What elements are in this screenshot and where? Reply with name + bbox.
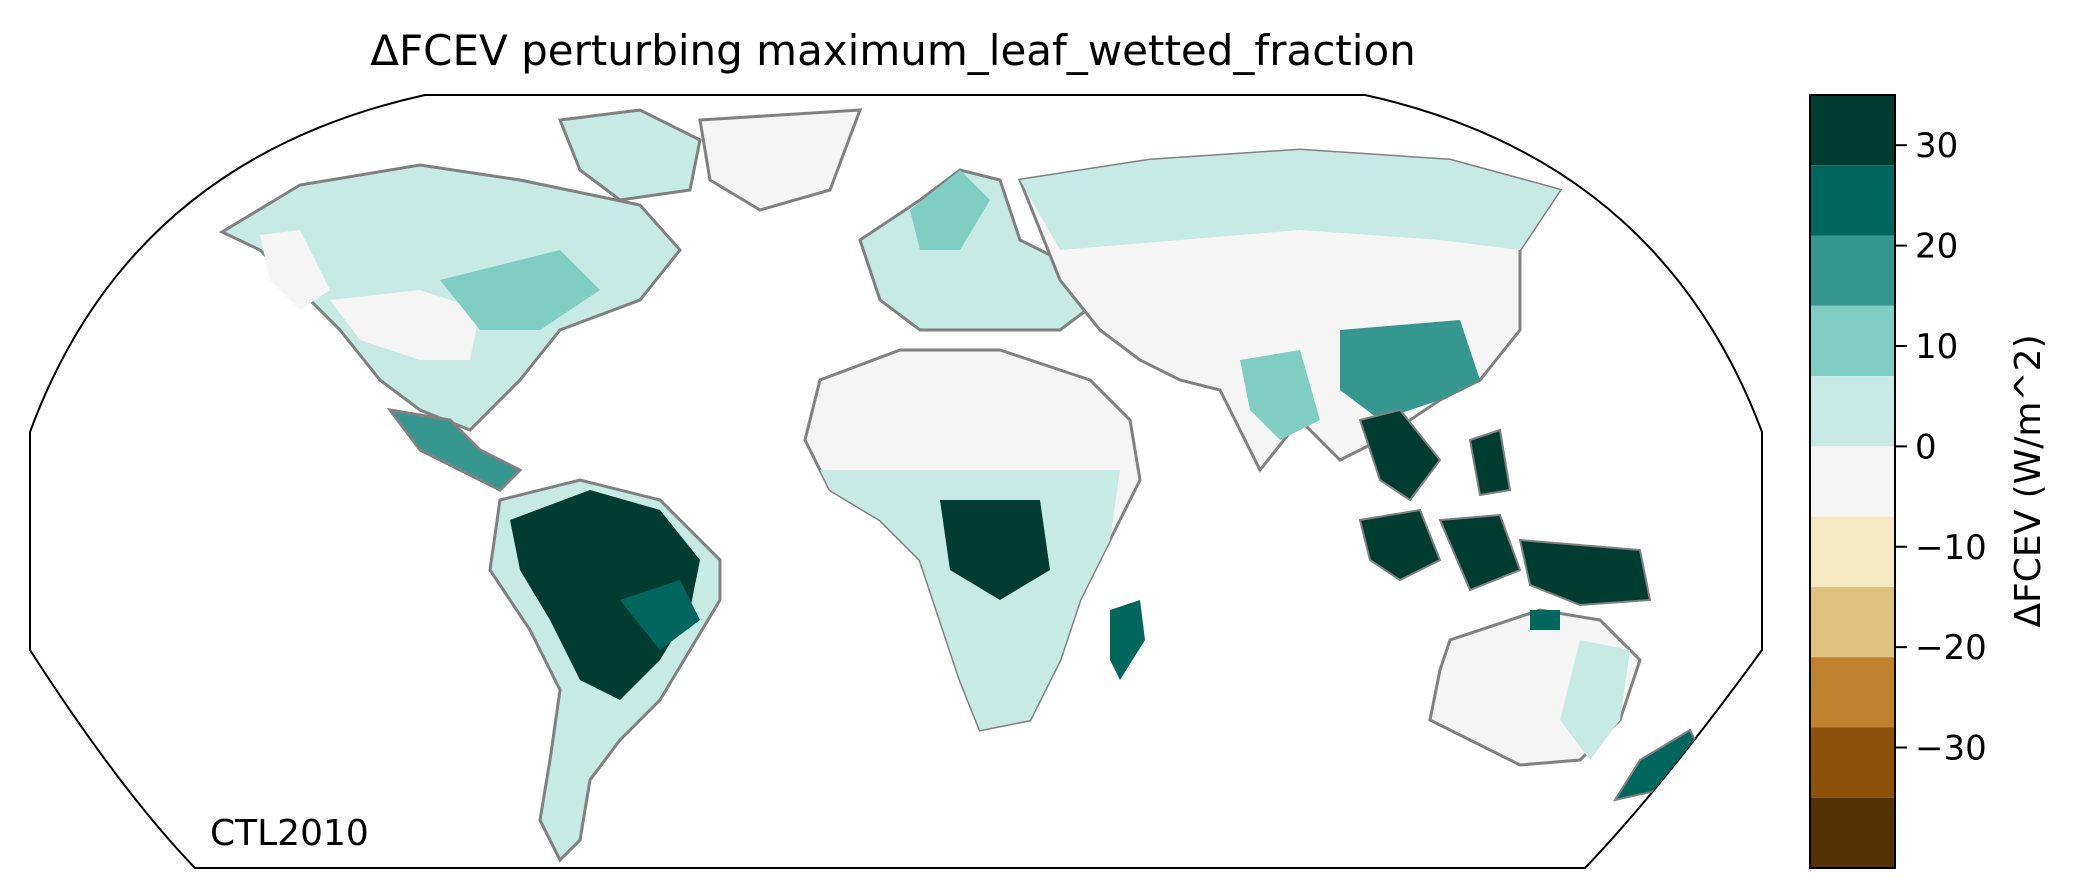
map-title: ΔFCEV perturbing maximum_leaf_wetted_fra…	[370, 26, 1416, 75]
colorbar-tick-label: 10	[1915, 327, 1958, 367]
asia-landmass	[1017, 148, 1563, 473]
north-america-landmass	[218, 108, 863, 432]
africa-landmass	[803, 348, 1145, 732]
colorbar-tick-label: −30	[1915, 729, 1987, 769]
colorbar-bin	[1810, 797, 1895, 868]
south-america-landmass	[488, 478, 722, 863]
colorbar-bin	[1810, 235, 1895, 306]
colorbar-tick-label: 0	[1915, 427, 1937, 467]
australia-landmass	[1428, 608, 1642, 767]
colorbar-bin	[1810, 446, 1895, 517]
colorbar-tick-label: 20	[1915, 227, 1958, 267]
colorbar-bins	[1810, 95, 1895, 868]
colorbar-bin	[1810, 305, 1895, 377]
experiment-label: CTL2010	[210, 813, 369, 854]
colorbar-label: ΔFCEV (W/m^2)	[2008, 334, 2049, 627]
colorbar-bin	[1810, 165, 1895, 236]
colorbar-frame	[1809, 94, 1896, 869]
colorbar-bin	[1810, 586, 1895, 658]
map-panel: CTL2010	[29, 94, 1763, 869]
colorbar-tick-label: −10	[1915, 528, 1987, 568]
southeast-asia-landmass	[1358, 408, 1652, 607]
colorbar-bin	[1810, 376, 1895, 447]
central-america-landmass	[386, 407, 523, 492]
colorbar-bin	[1810, 95, 1895, 166]
colorbar-bin	[1810, 727, 1895, 798]
colorbar-bin	[1810, 516, 1895, 587]
colorbar: 30 20 10 0 −10 −20 −30 ΔFCEV (W/m^2)	[1809, 94, 2049, 869]
colorbar-tick-label: 30	[1915, 126, 1958, 166]
colorbar-tick-label: −20	[1915, 628, 1987, 668]
colorbar-bin	[1810, 657, 1895, 728]
colorbar-ticks: 30 20 10 0 −10 −20 −30	[1895, 126, 1987, 769]
